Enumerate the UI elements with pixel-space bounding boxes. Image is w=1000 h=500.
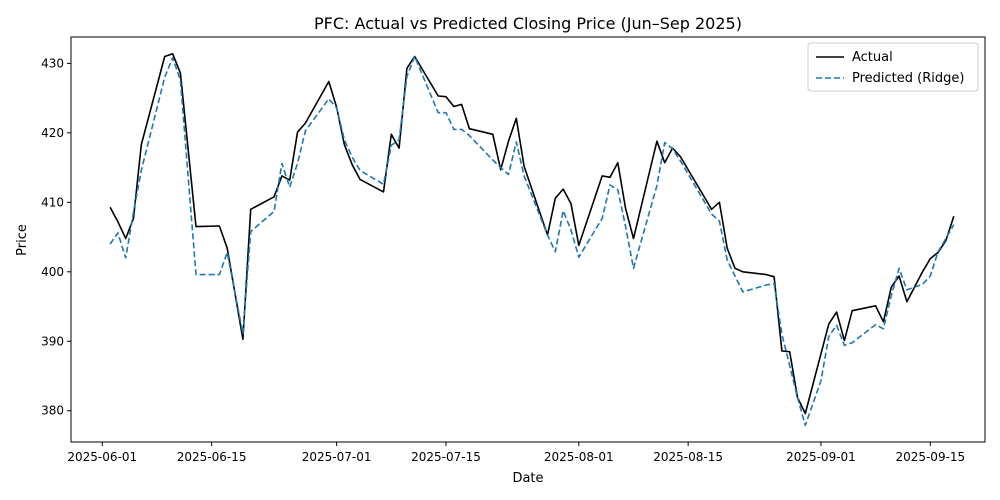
- x-tick-label: 2025-08-15: [653, 450, 723, 464]
- y-tick-label: 390: [41, 334, 64, 348]
- legend-label-actual: Actual: [852, 50, 893, 65]
- x-tick-label: 2025-06-15: [177, 450, 247, 464]
- y-tick-label: 410: [41, 195, 64, 209]
- legend: Actual Predicted (Ridge): [807, 42, 979, 92]
- x-tick-label: 2025-06-01: [67, 450, 137, 464]
- axes-frame: [70, 36, 986, 443]
- x-tick-label: 2025-07-15: [411, 450, 481, 464]
- x-tick-label: 2025-09-01: [786, 450, 856, 464]
- x-tick-label: 2025-07-01: [302, 450, 372, 464]
- y-tick-label: 430: [41, 56, 64, 70]
- y-tick-label: 380: [41, 404, 64, 418]
- series-line-predicted: [109, 55, 955, 427]
- plot-area: 2025-06-01 2025-06-15 2025-07-01 2025-07-15…: [41, 36, 986, 464]
- x-axis-label: Date: [512, 471, 543, 486]
- x-tick-label: 2025-08-01: [544, 450, 614, 464]
- y-axis-label: Price: [15, 224, 30, 256]
- y-tick-label: 400: [41, 265, 64, 279]
- y-tick-label: 420: [41, 126, 64, 140]
- chart-title: PFC: Actual vs Predicted Closing Price (…: [314, 14, 742, 33]
- x-tick-label: 2025-09-15: [895, 450, 965, 464]
- legend-label-predicted: Predicted (Ridge): [852, 71, 964, 86]
- legend-box: [807, 42, 979, 92]
